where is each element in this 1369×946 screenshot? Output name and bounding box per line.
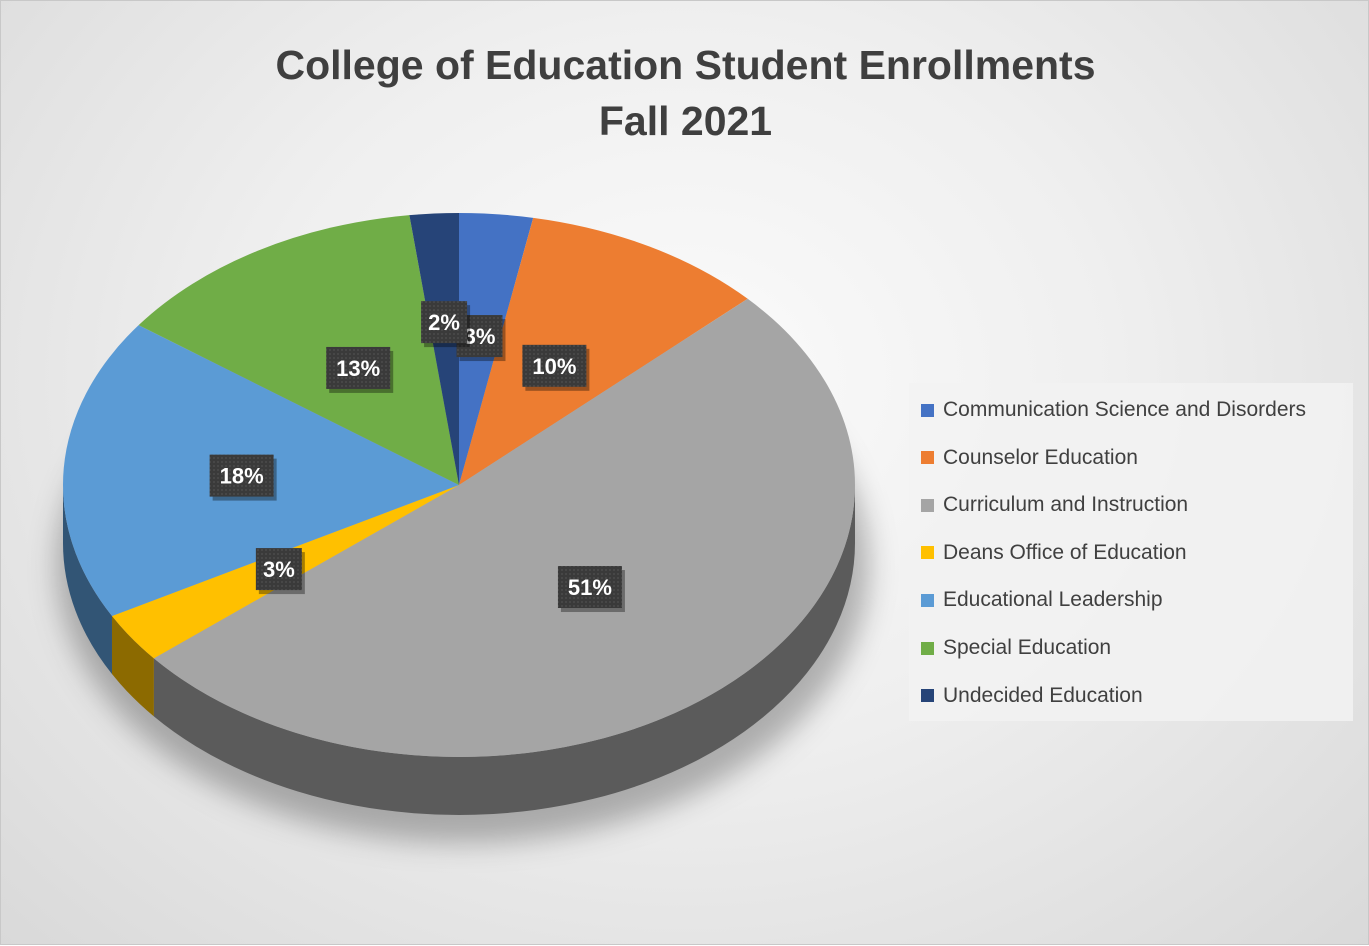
legend-item: Deans Office of Education [921,539,1187,567]
data-label-6: 2% [428,310,460,335]
data-label-5: 13% [336,356,380,381]
data-label-0: 3% [464,324,496,349]
legend-swatch [921,641,934,655]
pie-side-4 [63,485,112,675]
data-label-box-3 [255,548,302,591]
legend-label: Undecided Education [943,683,1143,707]
legend-item: Special Education [921,634,1111,662]
data-label-box-4 [209,454,274,497]
legend-swatch [921,451,934,465]
legend-swatch [921,403,934,417]
chart-title-line-1: College of Education Student Enrollments [275,42,1096,88]
pie-slice-6[interactable] [409,213,459,485]
legend-label: Counselor Education [943,445,1138,469]
pie-slice-5[interactable] [138,215,459,485]
data-label-3: 3% [263,557,295,582]
data-label-box-6 [421,301,468,344]
legend-item: Communication Science and Disorders [921,396,1306,424]
data-label-box-1 [522,344,587,387]
legend-swatch [921,689,934,703]
legend-swatch [921,498,934,512]
data-label-box-2 [557,566,622,609]
pie-slice-2[interactable] [153,298,856,758]
pie-side-2 [153,485,855,816]
legend-item: Counselor Education [921,444,1138,472]
legend-item: Undecided Education [921,682,1143,710]
legend-label: Deans Office of Education [943,540,1187,564]
pie-slice-1[interactable] [459,217,748,485]
chart-title-line-2: Fall 2021 [598,98,773,144]
data-label-2: 51% [568,575,612,600]
chart-title: College of Education Student Enrollments… [1,37,1369,149]
data-label-4: 18% [220,464,264,489]
legend-item: Curriculum and Instruction [921,491,1188,519]
legend-swatch [921,546,934,560]
legend-label: Special Education [943,636,1112,659]
pie-side-3 [111,616,154,717]
data-label-1: 10% [532,354,576,379]
legend-item: Educational Leadership [921,586,1163,614]
chart-legend: Communication Science and Disorders Couns… [909,383,1353,721]
data-label-box-5 [326,346,391,389]
legend-label: Educational Leadership [943,588,1163,612]
legend-label: Communication Science and Disorders [943,398,1306,421]
legend-swatch [921,593,934,607]
legend-label: Curriculum and Instruction [943,493,1189,517]
